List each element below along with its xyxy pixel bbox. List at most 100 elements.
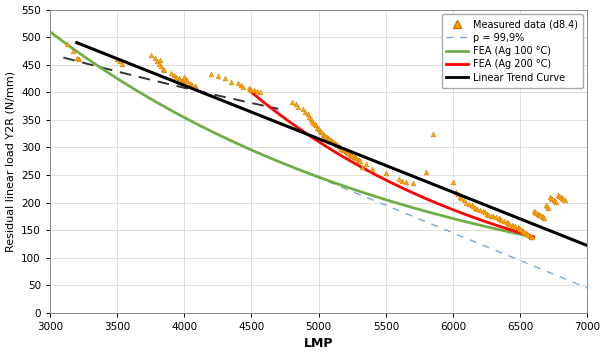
Point [514,226,524,231]
Point [159,67,169,73]
Point [533,211,542,216]
Point [507,222,517,227]
Point [335,145,345,150]
Point [397,178,407,183]
Point [408,180,418,186]
Point [464,201,474,206]
Point [153,58,162,64]
Point [553,193,562,198]
Point [353,157,362,162]
Point [499,218,509,224]
Point [252,88,262,94]
Point [428,131,438,136]
Point [505,221,514,226]
Point [291,101,301,107]
Point [348,154,358,159]
Point [351,156,361,161]
Point [508,223,518,229]
Point [451,189,461,194]
Point [316,129,326,135]
Point [529,208,539,214]
Point [468,204,478,209]
Point [342,150,351,155]
Point [178,79,188,85]
Point [236,82,245,88]
Point [294,104,304,109]
Point [550,198,560,204]
Point [491,215,501,220]
Point [310,121,319,127]
Point [333,142,342,148]
Point [475,208,485,213]
Point [327,138,337,144]
Point [531,210,541,216]
Point [544,205,553,210]
Point [255,89,264,95]
Point [245,86,255,92]
Point [305,116,315,122]
Point [536,213,545,218]
Point [346,152,356,158]
Point [515,226,525,232]
Point [321,133,330,139]
Point [182,78,191,84]
Point [187,82,197,88]
Point [168,72,178,78]
X-axis label: LMP: LMP [304,337,333,350]
Point [326,137,336,143]
Point [478,209,487,214]
Point [357,164,367,169]
Point [518,229,528,234]
Point [304,114,314,119]
Point [539,215,549,221]
Point [356,158,365,164]
Point [322,134,331,140]
Point [453,192,463,197]
Point [301,109,310,114]
Point [156,63,166,69]
Point [524,232,533,237]
Point [549,197,559,203]
Point [525,233,534,239]
Point [177,78,187,84]
Point [307,118,317,124]
Point [545,194,554,200]
Point [166,70,176,76]
Point [495,216,505,222]
Point [517,227,527,233]
Point [249,87,259,93]
Point [181,76,190,82]
Point [541,203,551,208]
Point [330,140,339,146]
Point [459,197,468,203]
Point [318,131,327,136]
Point [315,128,325,134]
Point [72,55,82,61]
Point [75,56,84,62]
Point [542,204,552,209]
Point [247,87,256,92]
Legend: Measured data (d8.4), p = 99,9%, FEA (Ag 100 °C), FEA (Ag 200 °C), Linear Trend : Measured data (d8.4), p = 99,9%, FEA (Ag… [442,14,582,88]
Point [367,167,377,172]
Point [220,75,230,81]
Point [556,194,565,200]
Point [551,199,561,205]
Point [336,146,346,151]
Point [175,77,185,83]
Point [448,179,458,184]
Point [503,220,513,226]
Point [354,157,364,163]
Point [206,71,216,77]
Point [421,169,431,175]
Point [560,197,570,203]
Point [185,80,195,86]
Point [486,213,496,219]
Point [521,230,530,236]
Point [467,203,477,208]
Point [154,61,164,67]
Point [213,73,222,79]
Point [482,211,491,216]
Point [494,215,504,221]
Point [534,212,544,218]
Point [381,170,391,176]
